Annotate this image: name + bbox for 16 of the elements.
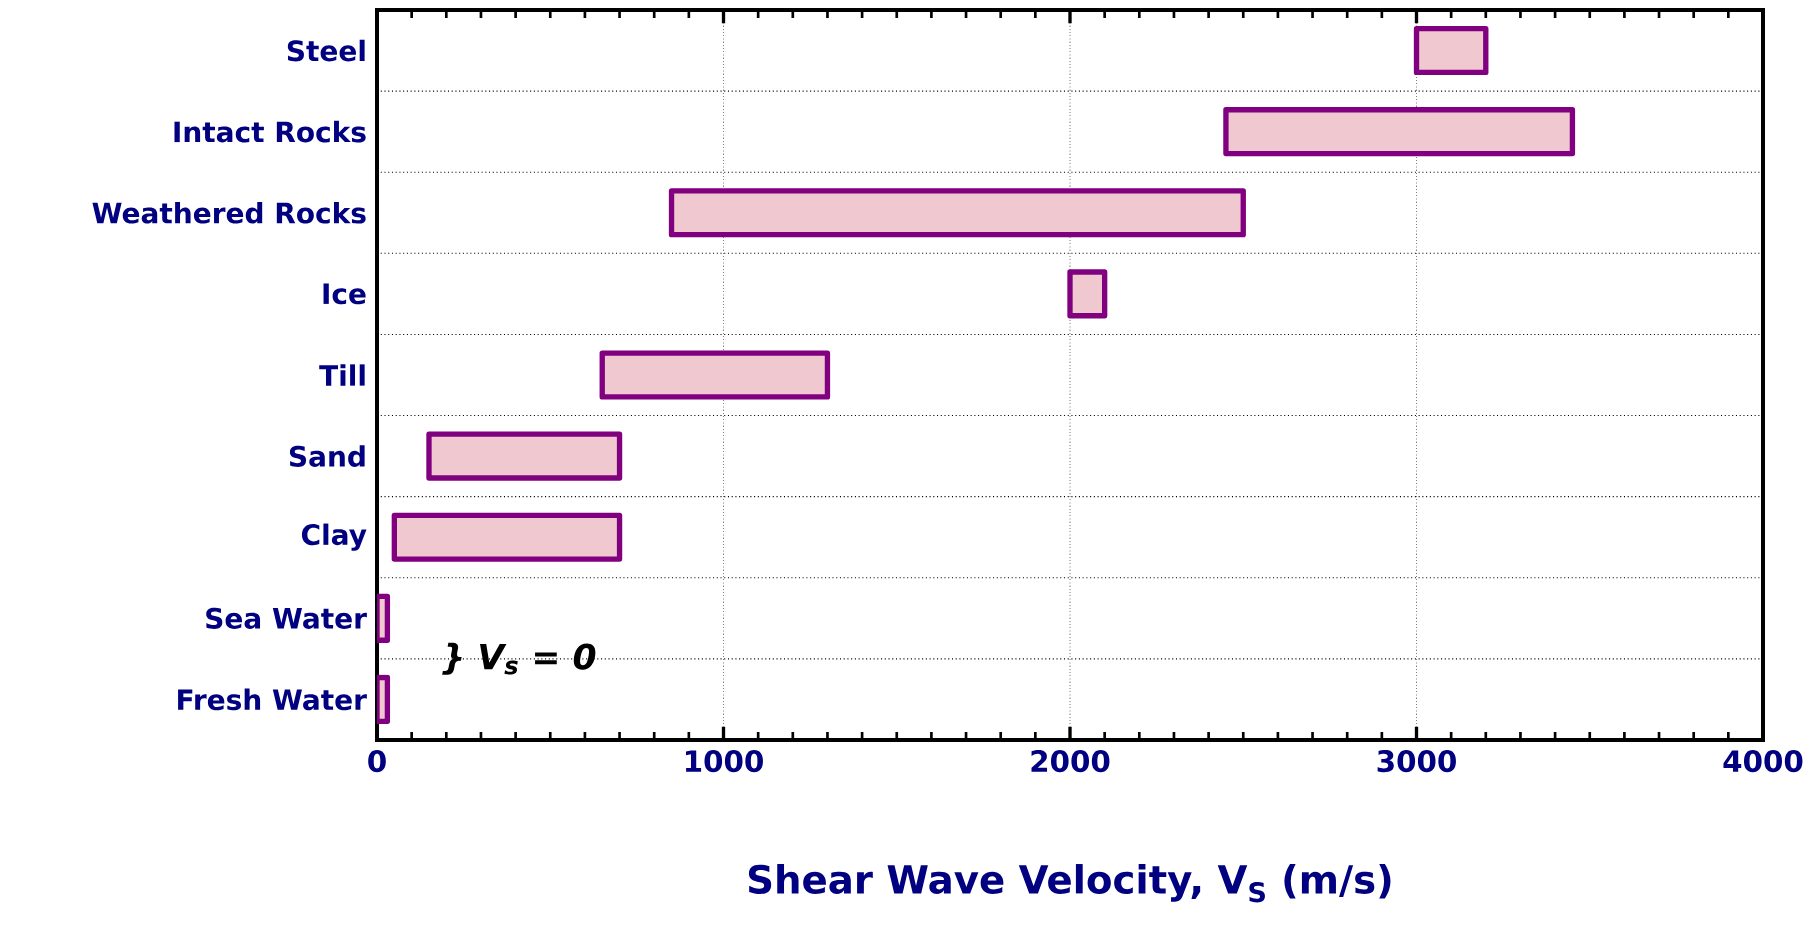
- y-tick-label: Fresh Water: [178, 688, 367, 711]
- y-tick-label: Intact Rocks: [174, 120, 366, 143]
- y-tick-label: Till: [319, 364, 365, 386]
- annotation: } V$_{s}$ = 0: [442, 642, 596, 675]
- y-tick-label: Weathered Rocks: [92, 201, 366, 224]
- x-tick-label: 3000: [1377, 750, 1456, 773]
- x-tick-label: 4000: [1723, 750, 1803, 773]
- x-tick-label: 1000: [685, 750, 763, 773]
- y-tick-label: Ice: [323, 283, 366, 305]
- y-tick-label: Sea Water: [206, 607, 367, 629]
- x-axis-title: Shear Wave Velocity, V$_{S}$ (m/s): [748, 864, 1391, 903]
- x-tick-label: 2000: [1031, 750, 1110, 773]
- y-tick-label: Sand: [289, 445, 365, 467]
- y-tick-label: Steel: [287, 39, 365, 62]
- x-tick-label: 0: [368, 750, 386, 773]
- y-tick-label: Clay: [301, 523, 367, 551]
